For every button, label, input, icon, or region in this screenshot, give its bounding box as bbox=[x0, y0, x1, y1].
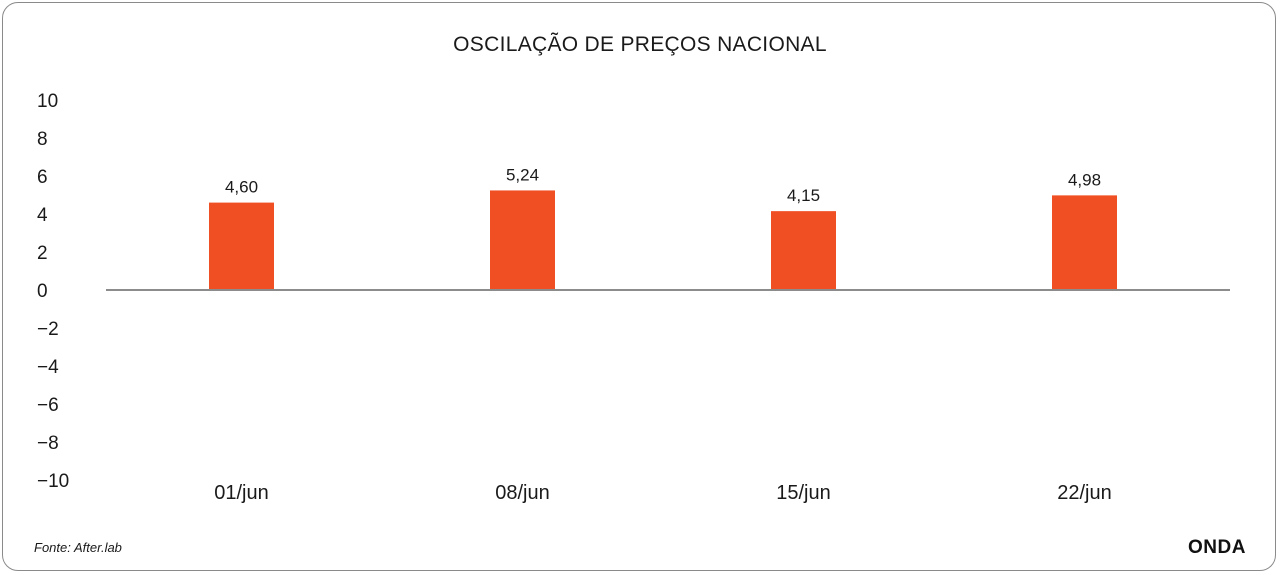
bar-value-label: 5,24 bbox=[506, 165, 539, 184]
y-tick-label: −8 bbox=[37, 433, 59, 454]
bar-value-label: 4,15 bbox=[787, 186, 820, 205]
y-tick-label: 2 bbox=[37, 243, 48, 264]
y-tick-label: 0 bbox=[37, 281, 48, 302]
bar bbox=[490, 190, 555, 290]
y-tick-label: −2 bbox=[37, 319, 59, 340]
x-axis: 01/jun 08/jun 15/jun 22/jun bbox=[214, 482, 1112, 504]
y-tick-label: 4 bbox=[37, 205, 48, 226]
y-tick-label: 10 bbox=[37, 91, 58, 112]
y-tick-label: 6 bbox=[37, 167, 48, 188]
source-note: Fonte: After.lab bbox=[34, 540, 122, 555]
bar bbox=[771, 211, 836, 290]
bar bbox=[1052, 195, 1117, 290]
bar-value-label: 4,98 bbox=[1068, 170, 1101, 189]
bar bbox=[209, 202, 274, 290]
x-tick-label: 01/jun bbox=[214, 482, 269, 504]
y-tick-label: −4 bbox=[37, 357, 59, 378]
y-tick-label: 8 bbox=[37, 129, 48, 150]
brand-logo: ONDA bbox=[1188, 537, 1246, 558]
x-tick-label: 15/jun bbox=[776, 482, 831, 504]
y-tick-label: −6 bbox=[37, 395, 59, 416]
chart-title: OSCILAÇÃO DE PREÇOS NACIONAL bbox=[453, 32, 827, 56]
x-tick-label: 22/jun bbox=[1057, 482, 1112, 504]
x-tick-label: 08/jun bbox=[495, 482, 550, 504]
bar-value-label: 4,60 bbox=[225, 178, 258, 197]
y-tick-label: −10 bbox=[37, 471, 69, 492]
y-axis: 10 8 6 4 2 0 −2 −4 −6 −8 −10 bbox=[37, 91, 69, 492]
bars: 4,60 5,24 4,15 4,98 bbox=[209, 165, 1117, 290]
